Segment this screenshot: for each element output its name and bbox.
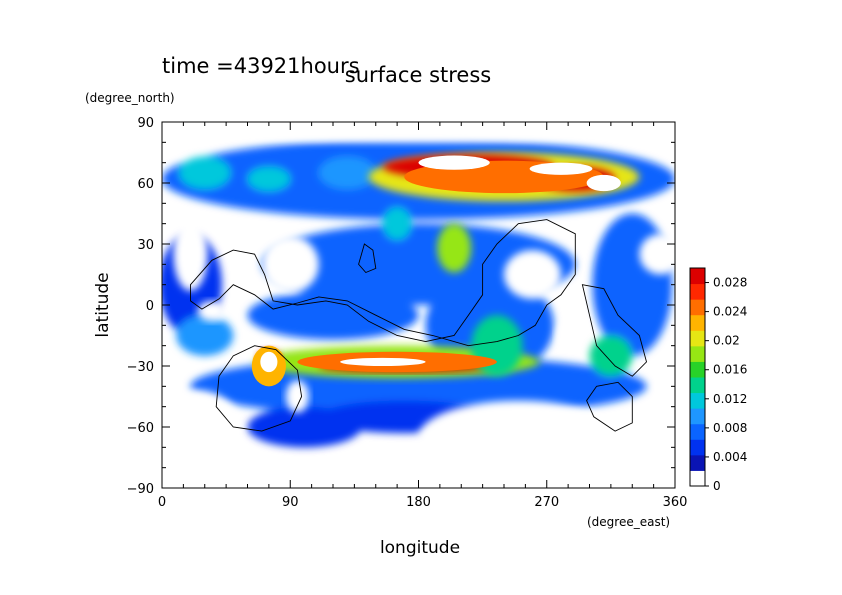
south-east-gap: [589, 420, 675, 482]
north-patch: [247, 166, 291, 192]
y-unit-label: (degree_north): [85, 91, 175, 105]
colorbar-tick-label: 0.028: [713, 276, 747, 290]
x-axis-title: longitude: [380, 538, 460, 558]
time-label: time =43921hours: [162, 54, 360, 78]
equator-west-gap: [197, 300, 227, 322]
west-africa-gap: [173, 217, 208, 291]
equator-east-gap: [556, 319, 580, 352]
south-pacific-gap: [418, 400, 618, 474]
north-west-patch: [179, 156, 231, 190]
colorbar-frame: [689, 267, 706, 487]
colorbar-segment: [690, 361, 705, 378]
north-core-c: [586, 174, 621, 192]
pacific-gap: [504, 250, 561, 299]
x-tick-label: 360: [663, 495, 688, 510]
x-axis: 0 90 180 270 360: [158, 122, 688, 510]
feature-central-patch: [437, 223, 472, 273]
north-core-a: [418, 155, 490, 170]
south-core: [340, 357, 426, 366]
colorbar-tick-label: 0: [713, 479, 721, 493]
colorbar-segment: [690, 268, 705, 285]
y-tick-label: 90: [137, 116, 154, 131]
colorbar-segment: [690, 423, 705, 440]
y-tick-label: 60: [137, 177, 154, 192]
colorbar-tick-label: 0.004: [713, 450, 747, 464]
colorbar-tick-label: 0.008: [713, 421, 747, 435]
chart-title: surface stress: [345, 63, 491, 87]
continent-outline-b: [215, 345, 303, 432]
y-tick-label: −90: [127, 482, 154, 497]
stress-field: [162, 122, 675, 488]
y-tick-label: 30: [137, 238, 154, 253]
colorbar-segment: [690, 345, 705, 362]
south-west-core: [260, 351, 278, 373]
x-tick-label: 0: [158, 495, 166, 510]
colorbar-segment: [690, 470, 705, 487]
continent-outline-c: [586, 381, 633, 432]
colorbar-segment: [690, 454, 705, 471]
colorbar-segment: [690, 330, 705, 347]
y-tick-label: 0: [146, 299, 154, 314]
colorbar-tick-label: 0.012: [713, 392, 747, 406]
continent-outline-a: [190, 219, 576, 347]
colorbar-segment: [690, 392, 705, 409]
x-unit-label: (degree_east): [587, 515, 670, 529]
colorbar: 0 0.004 0.008 0.012 0.016 0.02 0.024 0.028: [689, 267, 747, 493]
colorbar-segment: [690, 377, 705, 394]
y-tick-label: −60: [127, 421, 154, 436]
colorbar-segment: [690, 408, 705, 425]
south-west-patch: [176, 315, 234, 356]
colorbar-segment: [690, 439, 705, 456]
colorbar-tick-label: 0.02: [713, 334, 740, 348]
north-mid-patch: [318, 156, 376, 190]
y-tick-label: −30: [127, 360, 154, 375]
continent-outlines: [190, 219, 648, 432]
central-north-patch: [382, 207, 412, 240]
colorbar-tick-label: 0.016: [713, 363, 747, 377]
colorbar-segment: [690, 299, 705, 316]
x-tick-label: 180: [406, 495, 431, 510]
x-tick-label: 270: [534, 495, 559, 510]
continent-outline-d: [581, 284, 648, 377]
x-tick-label: 90: [282, 495, 299, 510]
island-outline: [358, 243, 377, 274]
colorbar-tick-label: 0.024: [713, 305, 747, 319]
colorbar-segment: [690, 283, 705, 300]
south-indian-gap: [285, 380, 309, 413]
east-gap: [639, 233, 675, 275]
colorbar-segment: [690, 314, 705, 331]
north-core-b: [529, 162, 593, 175]
asia-gap: [261, 235, 319, 293]
tropical-background: [247, 290, 419, 340]
y-axis: −90 −60 −30 0 30 60 90: [127, 116, 675, 497]
south-atlantic-gap: [162, 390, 241, 464]
south-east-patch: [589, 335, 633, 377]
y-axis-title: latitude: [93, 272, 113, 337]
